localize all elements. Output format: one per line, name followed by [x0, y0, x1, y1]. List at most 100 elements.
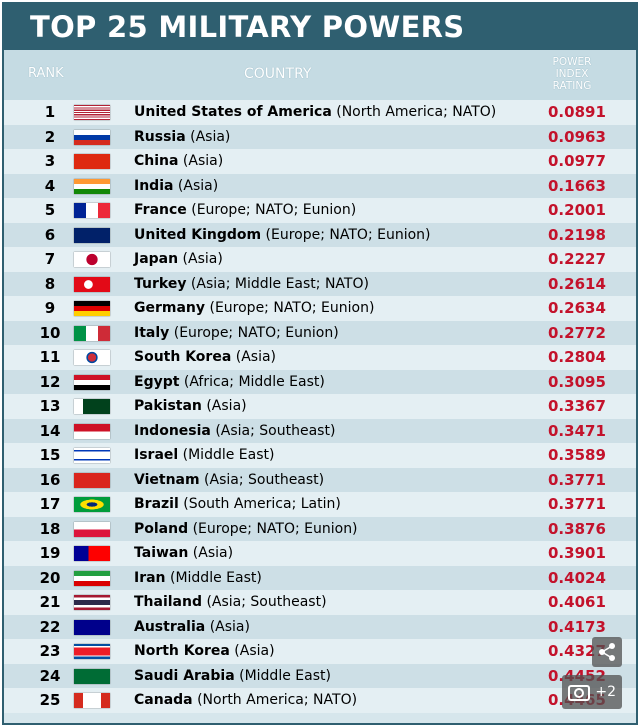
table-row: 11 South Korea (Asia) 0.2804 [4, 345, 636, 370]
column-header: RANK [28, 66, 64, 81]
rank: 21 [39, 593, 61, 611]
table-row: 22 Australia (Asia) 0.4173 [4, 614, 636, 639]
country-name: North Korea [134, 643, 230, 659]
country-cell: Thailand (Asia; Southeast) [134, 590, 327, 615]
table-row: 9 Germany (Europe; NATO; Eunion) 0.2634 [4, 296, 636, 321]
region: (Asia; Southeast) [215, 422, 336, 439]
country-name: Saudi Arabia [134, 667, 235, 684]
country-name: Turkey [134, 275, 187, 292]
column-header: POWER INDEX RATING [552, 56, 592, 92]
rank: 13 [39, 397, 61, 415]
rank: 5 [44, 201, 56, 219]
rank: 16 [39, 470, 61, 489]
flag [74, 472, 110, 488]
rank: 2 [44, 127, 56, 146]
rank: 18 [39, 519, 61, 538]
rank: 6 [44, 225, 56, 244]
region: (Asia) [235, 349, 276, 365]
region: (Asia; Middle East; NATO) [190, 275, 369, 292]
flag [74, 399, 110, 414]
region: (Asia) [182, 153, 224, 169]
country-name: Poland [134, 520, 189, 537]
country-cell: United States of America (North America;… [134, 100, 496, 125]
rating: 0.2227 [548, 250, 606, 268]
country-cell: South Korea (Asia) [134, 345, 276, 370]
title: TOP 25 MILITARY POWERS [4, 4, 636, 50]
table-row: 21 Thailand (Asia; Southeast) 0.4061 [4, 590, 636, 615]
rating: 0.1663 [548, 176, 606, 195]
share-button[interactable] [592, 637, 622, 667]
rank: 14 [39, 421, 61, 440]
table-row: 12 Egypt (Africa; Middle East) 0.3095 [4, 369, 636, 395]
region: (North America; NATO) [336, 104, 497, 120]
table-row: 17 Brazil (South America; Latin) 0.3771 [4, 492, 636, 517]
rank: 20 [39, 568, 61, 587]
country-cell: Vietnam (Asia; Southeast) [134, 468, 324, 493]
table-row: 19 Taiwan (Asia) 0.3901 [4, 541, 636, 566]
country-cell: Egypt (Africa; Middle East) [134, 370, 325, 395]
rating: 0.4061 [548, 593, 606, 611]
country-name: Japan [134, 251, 179, 267]
table-row: 23 North Korea (Asia) 0.4327 [4, 639, 636, 664]
country-cell: Turkey (Asia; Middle East; NATO) [134, 272, 369, 297]
country-cell: Saudi Arabia (Middle East) [134, 664, 331, 689]
table-row: 18 Poland (Europe; NATO; Eunion) 0.3876 [4, 516, 636, 542]
country-cell: Japan (Asia) [134, 247, 223, 272]
country-name: Indonesia [134, 422, 211, 439]
rating: 0.4327 [548, 642, 606, 660]
table-row: 13 Pakistan (Asia) 0.3367 [4, 394, 636, 419]
rank: 9 [44, 299, 56, 317]
rating: 0.3367 [548, 397, 606, 415]
region: (Asia; Southeast) [204, 471, 325, 488]
table-row: 4 India (Asia) 0.1663 [4, 173, 636, 198]
rating: 0.3771 [548, 470, 606, 489]
country-name: Thailand [134, 594, 202, 610]
rating: 0.2614 [548, 274, 606, 293]
region: (Africa; Middle East) [183, 373, 325, 390]
country-cell: Russia (Asia) [134, 125, 230, 150]
country-cell: France (Europe; NATO; Eunion) [134, 198, 356, 223]
flag [74, 497, 110, 512]
country-name: China [134, 153, 179, 169]
country-name: Australia [134, 618, 206, 635]
photo-count[interactable]: +2 [562, 675, 622, 709]
column-header: COUNTRY [244, 66, 312, 82]
country-cell: Poland (Europe; NATO; Eunion) [134, 517, 358, 542]
rank: 4 [44, 176, 56, 195]
flag [74, 570, 110, 586]
rating: 0.4173 [548, 617, 606, 636]
country-name: Russia [134, 128, 186, 145]
country-cell: Taiwan (Asia) [134, 541, 233, 566]
rank: 7 [44, 250, 56, 268]
flag [74, 595, 110, 610]
table-row: 6 United Kingdom (Europe; NATO; Eunion) 0.… [4, 222, 636, 247]
region: (Europe; NATO; Eunion) [173, 324, 339, 341]
country-cell: Pakistan (Asia) [134, 394, 247, 419]
country-cell: Iran (Middle East) [134, 566, 262, 591]
rank: 1 [44, 103, 56, 121]
country-name: Brazil [134, 496, 179, 512]
rating: 0.2634 [548, 299, 606, 317]
flag [74, 129, 110, 145]
region: (Asia) [234, 643, 275, 659]
rank: 10 [39, 323, 61, 342]
table-header: RANK COUNTRY POWER INDEX RATING [4, 50, 636, 100]
region: (Europe; NATO; Eunion) [209, 300, 375, 316]
flag [74, 693, 110, 708]
region: (South America; Latin) [183, 496, 341, 512]
flag [74, 668, 110, 684]
flag [74, 203, 110, 218]
flag [74, 619, 110, 635]
rating: 0.0977 [548, 152, 606, 170]
table-body: 1 United States of America (North America… [4, 100, 636, 713]
rating: 0.3095 [548, 372, 606, 391]
table-row: 3 China (Asia) 0.0977 [4, 149, 636, 174]
table-row: 5 France (Europe; NATO; Eunion) 0.2001 [4, 198, 636, 223]
region: (Asia) [190, 128, 231, 145]
region: (Asia) [206, 398, 247, 414]
flag [74, 252, 110, 267]
country-name: United Kingdom [134, 226, 262, 243]
country-cell: Indonesia (Asia; Southeast) [134, 419, 335, 444]
rating: 0.3471 [548, 421, 606, 440]
